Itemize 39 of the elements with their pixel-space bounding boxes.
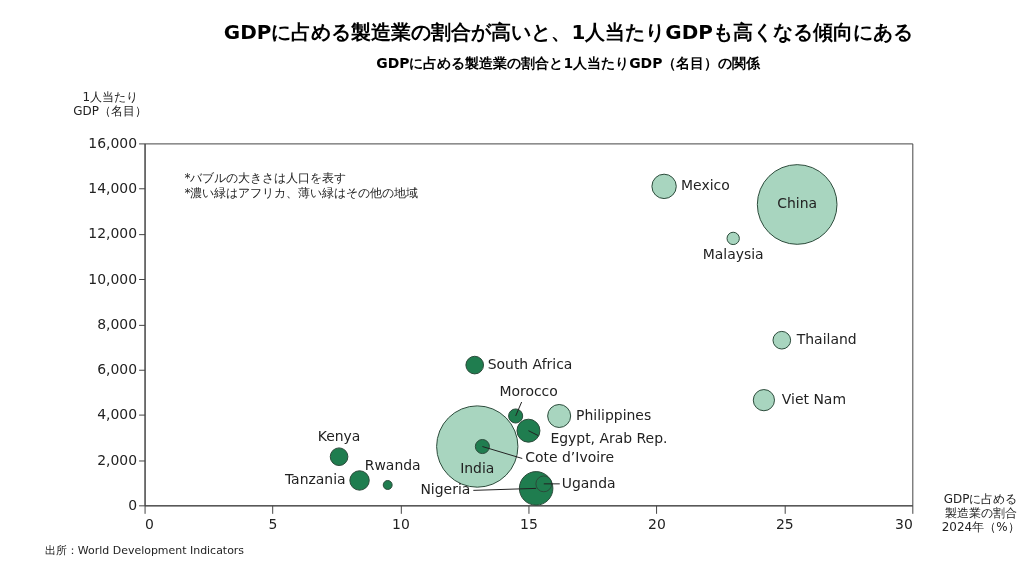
x-tick-label: 15 bbox=[520, 515, 538, 532]
x-tick-label: 30 bbox=[895, 515, 913, 532]
x-tick-label: 10 bbox=[392, 515, 410, 532]
annotation: China bbox=[777, 195, 818, 212]
y-axis-title: 1人当たりGDP（名目） bbox=[73, 90, 148, 118]
y-tick-label: 12,000 bbox=[88, 225, 138, 242]
annotation: Mexico bbox=[681, 177, 730, 194]
annotation: Rwanda bbox=[364, 457, 421, 474]
chart-title: GDPに占める製造業の割合が高いと、1人当たりGDPも高くなる傾向にある bbox=[223, 19, 913, 44]
chart-subtitle: GDPに占める製造業の割合と1人当たりGDP（名目）の関係 bbox=[376, 54, 762, 71]
x-tick-label: 20 bbox=[648, 515, 666, 532]
text: 出所：World Development Indicators bbox=[44, 544, 245, 558]
annotation: *濃い緑はアフリカ、薄い緑はその他の地域 bbox=[184, 186, 419, 201]
annotation: Uganda bbox=[561, 474, 616, 491]
annotation: Tanzania bbox=[283, 471, 346, 488]
annotation: Kenya bbox=[317, 427, 361, 444]
y-tick-label: 2,000 bbox=[97, 451, 138, 468]
y-tick-label: 6,000 bbox=[97, 361, 138, 378]
x-tick-label: 25 bbox=[775, 515, 794, 532]
annotation: South Africa bbox=[487, 356, 573, 373]
annotation: Morocco bbox=[499, 383, 558, 400]
annotation: Viet Nam bbox=[781, 391, 846, 408]
x-tick-label: 5 bbox=[268, 515, 278, 532]
y-tick-label: 16,000 bbox=[88, 134, 138, 151]
annotation: Cote d’Ivoire bbox=[525, 449, 615, 466]
annotation: Egypt, Arab Rep. bbox=[550, 429, 668, 446]
y-tick-label: 10,000 bbox=[88, 270, 138, 287]
y-tick-label: 8,000 bbox=[97, 315, 138, 332]
x-tick-label: 0 bbox=[145, 515, 154, 532]
y-tick-label: 14,000 bbox=[88, 180, 138, 197]
annotation: Thailand bbox=[795, 331, 857, 348]
annotation: Nigeria bbox=[420, 481, 471, 498]
annotation: Philippines bbox=[576, 406, 652, 423]
y-tick-label: 4,000 bbox=[97, 406, 138, 423]
annotation: India bbox=[460, 460, 495, 477]
x-axis-title: GDPに占める製造業の割合2024年（%） bbox=[941, 491, 1020, 534]
y-tick-label: 0 bbox=[128, 496, 138, 513]
annotation: Malaysia bbox=[702, 246, 764, 263]
annotation: *バブルの大きさは人口を表す bbox=[184, 171, 347, 186]
